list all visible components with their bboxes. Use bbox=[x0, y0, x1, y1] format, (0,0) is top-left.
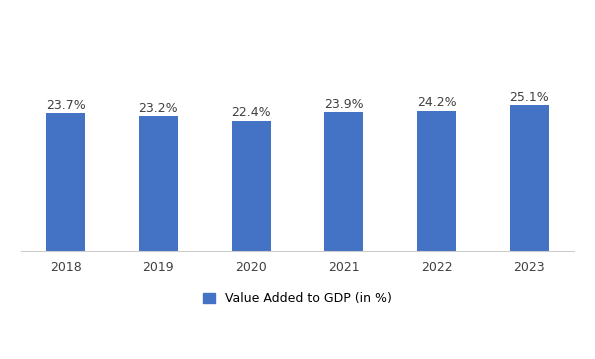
Text: 22.4%: 22.4% bbox=[231, 106, 271, 119]
Bar bbox=[324, 112, 364, 251]
Text: 24.2%: 24.2% bbox=[417, 96, 456, 109]
Text: 23.7%: 23.7% bbox=[46, 99, 86, 112]
Bar bbox=[46, 113, 85, 251]
Bar bbox=[510, 105, 549, 251]
Bar bbox=[417, 111, 456, 251]
Text: 23.9%: 23.9% bbox=[324, 98, 364, 111]
Text: 25.1%: 25.1% bbox=[509, 90, 549, 103]
Text: 23.2%: 23.2% bbox=[139, 102, 178, 115]
Legend: Value Added to GDP (in %): Value Added to GDP (in %) bbox=[198, 287, 397, 310]
Bar bbox=[139, 116, 178, 251]
Bar bbox=[231, 121, 271, 251]
